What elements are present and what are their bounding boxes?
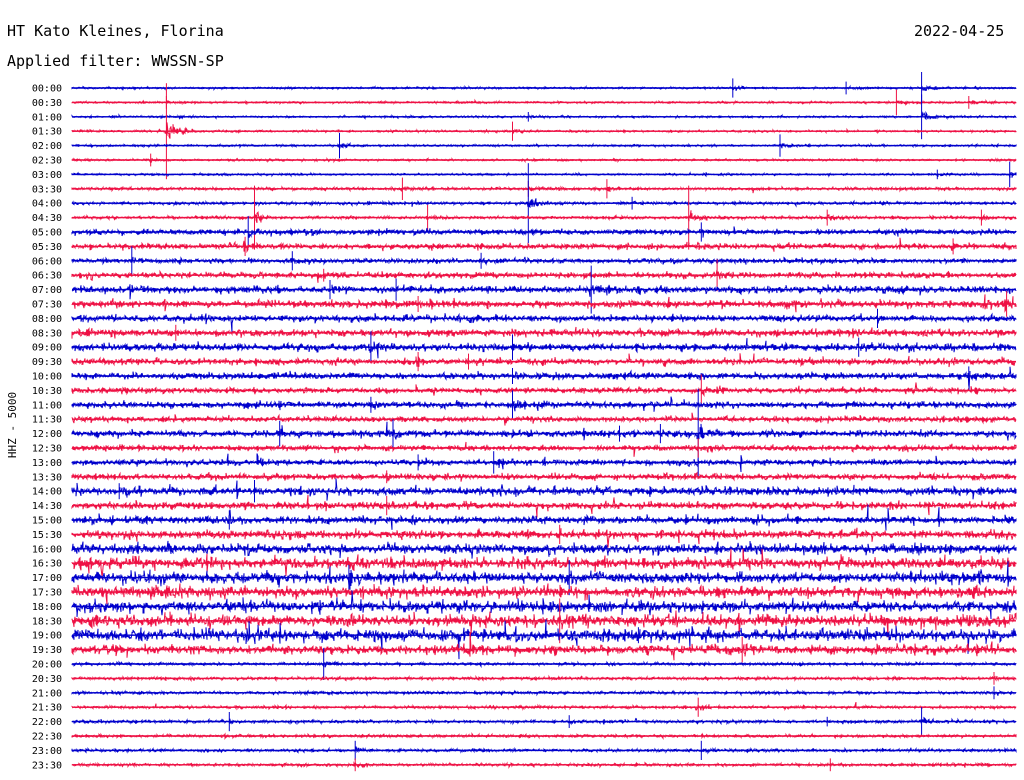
row-label: 12:30 <box>32 444 62 455</box>
trace-row-0330 <box>71 185 1017 194</box>
row-label: 01:30 <box>32 127 62 138</box>
date-label: 2022-04-25 <box>914 22 1005 40</box>
row-label: 09:30 <box>32 357 62 368</box>
row-label: 21:00 <box>32 688 62 699</box>
row-label: 18:00 <box>32 602 62 613</box>
trace-row-1830 <box>71 610 1017 638</box>
row-label: 06:00 <box>32 256 62 267</box>
trace-row-0700 <box>71 284 1017 300</box>
row-label: 10:30 <box>32 386 62 397</box>
trace-row-1030 <box>71 382 1017 398</box>
trace-row-1530 <box>71 527 1017 548</box>
row-label: 00:30 <box>32 98 62 109</box>
row-label: 08:00 <box>32 314 62 325</box>
row-label: 02:30 <box>32 156 62 167</box>
row-label: 05:30 <box>32 242 62 253</box>
row-label: 14:30 <box>32 501 62 512</box>
row-label: 04:00 <box>32 199 62 210</box>
row-label: 23:00 <box>32 746 62 757</box>
row-label: 06:30 <box>32 271 62 282</box>
row-label: 08:30 <box>32 328 62 339</box>
trace-row-1000 <box>71 366 1017 391</box>
trace-row-1730 <box>71 583 1017 605</box>
row-label: 22:30 <box>32 732 62 743</box>
trace-row-1500 <box>71 504 1017 531</box>
trace-row-0430 <box>71 210 1017 224</box>
trace-row-0530 <box>71 237 1017 254</box>
trace-row-2300 <box>71 746 1017 755</box>
trace-row-0930 <box>71 353 1017 368</box>
row-label: 04:30 <box>32 213 62 224</box>
row-label: 13:30 <box>32 472 62 483</box>
trace-row-2130 <box>71 701 1017 712</box>
trace-row-1300 <box>71 453 1017 473</box>
trace-layer <box>71 72 1017 772</box>
row-label: 02:00 <box>32 141 62 152</box>
station-title: HT Kato Kleines, Florina <box>7 22 224 40</box>
row-label: 14:00 <box>32 487 62 498</box>
row-label: 01:00 <box>32 112 62 123</box>
trace-row-0300 <box>71 171 1017 179</box>
row-label: 05:00 <box>32 228 62 239</box>
row-label: 19:00 <box>32 631 62 642</box>
row-label: 17:30 <box>32 588 62 599</box>
trace-row-0630 <box>71 269 1017 283</box>
trace-row-1930 <box>71 632 1017 661</box>
row-label-layer: 00:00 00:30 01:00 01:30 02:00 02:30 03:00 03:30… <box>32 84 62 772</box>
row-label: 07:30 <box>32 300 62 311</box>
row-label: 21:30 <box>32 703 62 714</box>
row-label: 23:30 <box>32 760 62 771</box>
row-label: 20:00 <box>32 660 62 671</box>
trace-row-1230 <box>71 441 1017 457</box>
row-label: 15:00 <box>32 516 62 527</box>
row-label: 16:00 <box>32 544 62 555</box>
row-label: 07:00 <box>32 285 62 296</box>
row-label: 11:00 <box>32 400 62 411</box>
trace-row-1900 <box>71 619 1017 660</box>
trace-row-0830 <box>71 326 1017 339</box>
row-label: 17:00 <box>32 573 62 584</box>
y-axis-label: HHZ - 5000 <box>6 392 19 458</box>
trace-row-0100 <box>71 110 1017 121</box>
trace-row-1400 <box>71 478 1017 501</box>
trace-row-0900 <box>71 338 1017 359</box>
row-label: 11:30 <box>32 415 62 426</box>
row-label: 19:30 <box>32 645 62 656</box>
row-label: 09:00 <box>32 343 62 354</box>
row-label: 03:00 <box>32 170 62 181</box>
row-label: 12:00 <box>32 429 62 440</box>
trace-row-1200 <box>71 421 1017 441</box>
filter-label: Applied filter: WWSSN-SP <box>7 52 224 70</box>
trace-row-1800 <box>71 590 1017 620</box>
row-label: 03:30 <box>32 184 62 195</box>
trace-row-1700 <box>71 561 1017 590</box>
row-label: 20:30 <box>32 674 62 685</box>
row-label: 00:00 <box>32 84 62 95</box>
trace-row-1600 <box>71 540 1017 559</box>
row-label: 22:00 <box>32 717 62 728</box>
row-label: 18:30 <box>32 616 62 627</box>
row-label: 10:00 <box>32 372 62 383</box>
row-label: 16:30 <box>32 559 62 570</box>
row-label: 13:00 <box>32 458 62 469</box>
row-label: 15:30 <box>32 530 62 541</box>
